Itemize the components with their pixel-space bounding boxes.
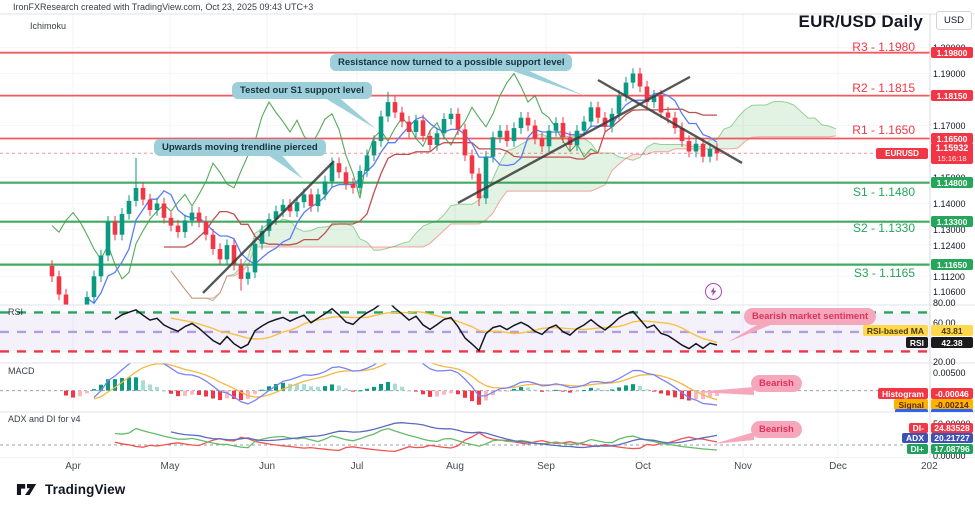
annotation-trendline-pierced[interactable]: Upwards moving trendline pierced — [154, 139, 326, 156]
macd-legend-rows: Histogram-0.00046Signal-0.00214MACD-0.00… — [0, 363, 975, 412]
time-axis-month[interactable]: Jun — [258, 461, 276, 472]
rsi-axis-tick: 20.00 — [933, 356, 956, 367]
last-price-axis-box: 1.15932 15:16:18 — [931, 143, 973, 164]
time-axis-month[interactable]: Nov — [734, 461, 752, 472]
adx-row-value: 20.21727 — [931, 433, 973, 443]
level-label-s2: S2 - 1.1330 — [852, 221, 915, 235]
indicator-legend-adx[interactable]: ADX and DI for v4 — [8, 414, 81, 424]
currency-toggle[interactable]: USD — [936, 11, 972, 30]
level-label-s1: S1 - 1.1480 — [852, 185, 915, 199]
time-axis-month[interactable]: Dec — [829, 461, 847, 472]
adx-row-label: DI- — [908, 422, 928, 433]
last-price-value: 1.15932 — [935, 143, 969, 153]
time-axis-month[interactable]: Sep — [537, 461, 555, 472]
rsi-row-label: RSI — [905, 337, 928, 348]
macd-axis-tick: 0.00500 — [933, 367, 966, 378]
adx-row-label: DI+ — [906, 443, 928, 454]
macd-row-value: -0.00260 — [931, 409, 973, 412]
price-axis-tick: 1.19000 — [933, 69, 966, 79]
macd-row-value: -0.00046 — [931, 388, 973, 399]
price-axis-tick: 1.14000 — [933, 199, 966, 209]
level-price-box-r2: 1.18150 — [931, 90, 973, 102]
price-axis-tick: 1.13000 — [933, 225, 966, 235]
rsi-row-label: RSI-based MA — [862, 325, 928, 336]
macd-row-label: Signal — [894, 399, 928, 410]
time-axis-month[interactable]: May — [160, 461, 180, 472]
level-label-r1: R1 - 1.1650 — [852, 123, 915, 137]
credit-line: IronFXResearch created with TradingView.… — [13, 2, 314, 12]
indicator-legend-rsi[interactable]: RSI — [8, 307, 24, 317]
price-axis-tick: 1.17000 — [933, 121, 966, 131]
adx-row-value: 24.83528 — [931, 422, 973, 433]
flash-icon[interactable] — [705, 283, 722, 300]
adx-row-value: 17.08796 — [931, 443, 973, 454]
time-axis-month[interactable]: Jul — [350, 461, 364, 472]
level-price-box-r3: 1.19800 — [931, 47, 973, 59]
level-label-r2: R2 - 1.1815 — [852, 81, 915, 95]
rsi-row-value: 42.38 — [931, 337, 973, 348]
level-price-box-s1: 1.14800 — [931, 177, 973, 189]
time-axis-month[interactable]: Apr — [65, 461, 81, 472]
rsi-axis-tick: 60.00 — [933, 317, 956, 328]
time-axis-month[interactable]: Aug — [446, 461, 464, 472]
tradingview-logo-link[interactable]: TradingView — [16, 482, 125, 497]
last-price-time: 15:16:18 — [937, 154, 967, 163]
indicator-legend-ichimoku[interactable]: Ichimoku — [30, 21, 67, 31]
level-label-s3: S3 - 1.1165 — [853, 266, 915, 280]
time-axis-month[interactable]: Oct — [635, 461, 651, 472]
adx-row-label: ADX — [902, 433, 928, 443]
rsi-axis-tick: 80.00 — [933, 298, 956, 309]
annotation-bearish-macd[interactable]: Bearish — [751, 375, 802, 392]
tradingview-logo-icon — [16, 484, 37, 495]
page-title: EUR/USD Daily — [798, 12, 923, 31]
rsi-row-value: 43.81 — [931, 325, 973, 336]
price-axis-tick: 1.12400 — [933, 240, 966, 251]
annotation-tested-s1[interactable]: Tested our S1 support level — [232, 82, 372, 99]
indicator-legend-macd[interactable]: MACD — [8, 366, 35, 376]
symbol-price-label: EURUSD — [876, 148, 928, 159]
annotation-resistance-support[interactable]: Resistance now turned to a possible supp… — [330, 54, 573, 71]
macd-row-value: -0.00214 — [931, 399, 973, 410]
price-axis-tick: 1.10600 — [933, 287, 966, 298]
adx-axis-tick: 0.00000 — [933, 450, 966, 461]
price-axis-tick: 1.11200 — [933, 271, 965, 282]
level-price-box-s2: 1.13300 — [931, 216, 973, 228]
footer: TradingView — [0, 473, 975, 507]
level-price-box-s3: 1.11650 — [931, 259, 973, 271]
level-label-r3: R3 - 1.1980 — [852, 40, 915, 54]
macd-row-label: MACD — [894, 409, 928, 412]
macd-row-label: Histogram — [877, 388, 928, 399]
time-axis-year: 202 — [921, 461, 938, 472]
main-chart-canvas[interactable] — [0, 0, 975, 458]
annotation-bearish-adx[interactable]: Bearish — [751, 421, 802, 438]
tradingview-brand-text: TradingView — [45, 482, 126, 497]
lightning-bolt-icon — [710, 287, 717, 296]
annotation-bearish-sentiment[interactable]: Bearish market sentiment — [744, 308, 877, 325]
level-price-box-r1: 1.16500 — [931, 133, 973, 144]
